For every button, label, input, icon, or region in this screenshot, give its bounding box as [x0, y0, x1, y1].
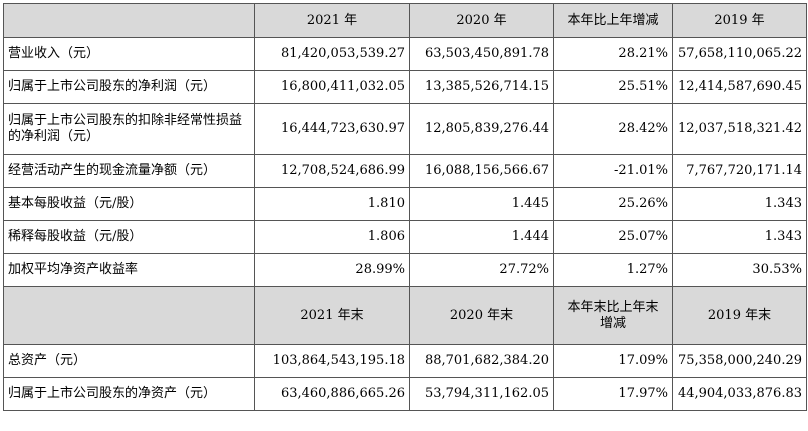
value-2020: 1.444	[409, 220, 554, 254]
value-2019: 75,358,000,240.29	[672, 344, 807, 378]
value-2020: 13,385,526,714.15	[409, 70, 554, 104]
value-change: 28.21%	[553, 37, 673, 71]
value-2021: 16,444,723,630.97	[254, 103, 410, 155]
row-label: 加权平均净资产收益率	[3, 253, 255, 287]
table-row: 加权平均净资产收益率 28.99% 27.72% 1.27% 30.53%	[3, 253, 807, 287]
row-label: 总资产（元）	[3, 344, 255, 378]
value-2020: 12,805,839,276.44	[409, 103, 554, 155]
value-change: -21.01%	[553, 154, 673, 188]
table-row: 营业收入（元） 81,420,053,539.27 63,503,450,891…	[3, 37, 807, 71]
value-2021: 16,800,411,032.05	[254, 70, 410, 104]
row-label: 归属于上市公司股东的扣除非经常性损益的净利润（元）	[3, 103, 255, 155]
table-row: 归属于上市公司股东的扣除非经常性损益的净利润（元） 16,444,723,630…	[3, 103, 807, 155]
value-2020: 88,701,682,384.20	[409, 344, 554, 378]
header-cell-2021: 2021 年	[254, 3, 410, 38]
value-2020: 63,503,450,891.78	[409, 37, 554, 71]
value-2020: 53,794,311,162.05	[409, 377, 554, 411]
value-2019: 30.53%	[672, 253, 807, 287]
table-row: 稀释每股收益（元/股） 1.806 1.444 25.07% 1.343	[3, 220, 807, 254]
header-cell-empty	[3, 286, 255, 345]
value-2019: 57,658,110,065.22	[672, 37, 807, 71]
row-label: 稀释每股收益（元/股）	[3, 220, 255, 254]
value-2021: 1.810	[254, 187, 410, 221]
value-2019: 12,414,587,690.45	[672, 70, 807, 104]
value-change: 25.51%	[553, 70, 673, 104]
value-2020: 16,088,156,566.67	[409, 154, 554, 188]
header-cell-2021-end: 2021 年末	[254, 286, 410, 345]
value-2021: 81,420,053,539.27	[254, 37, 410, 71]
value-2021: 28.99%	[254, 253, 410, 287]
value-change: 17.09%	[553, 344, 673, 378]
value-2019: 1.343	[672, 187, 807, 221]
value-2019: 12,037,518,321.42	[672, 103, 807, 155]
table-row: 基本每股收益（元/股） 1.810 1.445 25.26% 1.343	[3, 187, 807, 221]
financial-summary-table: 2021 年 2020 年 本年比上年增减 2019 年 营业收入（元） 81,…	[3, 3, 807, 411]
table-row: 经营活动产生的现金流量净额（元） 12,708,524,686.99 16,08…	[3, 154, 807, 188]
value-2021: 12,708,524,686.99	[254, 154, 410, 188]
value-2021: 103,864,543,195.18	[254, 344, 410, 378]
table-row: 归属于上市公司股东的净资产（元） 63,460,886,665.26 53,79…	[3, 377, 807, 411]
table-row: 总资产（元） 103,864,543,195.18 88,701,682,384…	[3, 344, 807, 378]
header-cell-change-end: 本年末比上年末增减	[553, 286, 673, 345]
row-label: 营业收入（元）	[3, 37, 255, 71]
value-change: 28.42%	[553, 103, 673, 155]
header-cell-empty	[3, 3, 255, 38]
header-cell-2019-end: 2019 年末	[672, 286, 807, 345]
header-cell-2020-end: 2020 年末	[409, 286, 554, 345]
value-2020: 27.72%	[409, 253, 554, 287]
row-label: 归属于上市公司股东的净利润（元）	[3, 70, 255, 104]
value-2020: 1.445	[409, 187, 554, 221]
table-row: 归属于上市公司股东的净利润（元） 16,800,411,032.05 13,38…	[3, 70, 807, 104]
value-change: 1.27%	[553, 253, 673, 287]
value-2019: 44,904,033,876.83	[672, 377, 807, 411]
value-change: 25.07%	[553, 220, 673, 254]
value-2021: 63,460,886,665.26	[254, 377, 410, 411]
value-2019: 1.343	[672, 220, 807, 254]
value-change: 25.26%	[553, 187, 673, 221]
row-label: 归属于上市公司股东的净资产（元）	[3, 377, 255, 411]
header-cell-2019: 2019 年	[672, 3, 807, 38]
row-label: 经营活动产生的现金流量净额（元）	[3, 154, 255, 188]
header-cell-2020: 2020 年	[409, 3, 554, 38]
header-row-annual: 2021 年 2020 年 本年比上年增减 2019 年	[3, 3, 807, 38]
value-2019: 7,767,720,171.14	[672, 154, 807, 188]
value-change: 17.97%	[553, 377, 673, 411]
header-cell-change: 本年比上年增减	[553, 3, 673, 38]
header-row-year-end: 2021 年末 2020 年末 本年末比上年末增减 2019 年末	[3, 286, 807, 345]
value-2021: 1.806	[254, 220, 410, 254]
row-label: 基本每股收益（元/股）	[3, 187, 255, 221]
